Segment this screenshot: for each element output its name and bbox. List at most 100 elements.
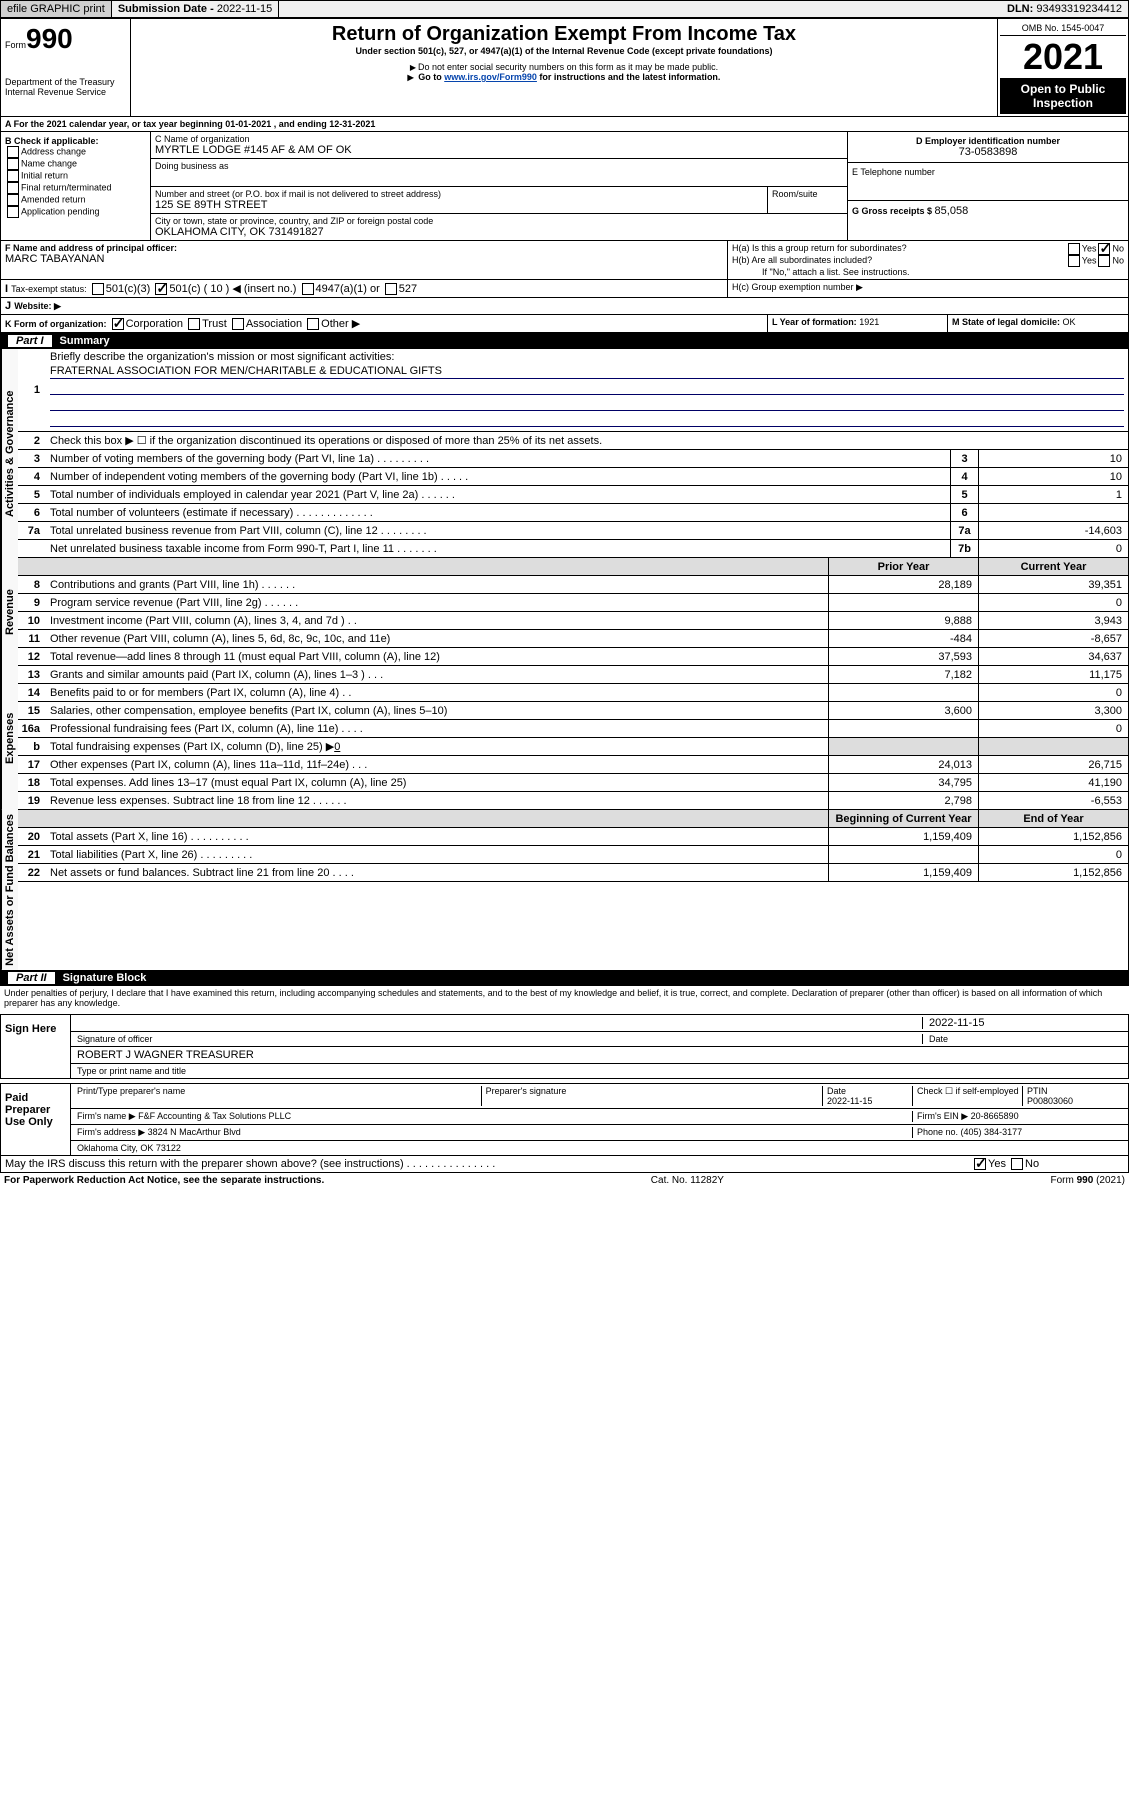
- ha-no[interactable]: No: [1096, 243, 1124, 255]
- l17-prior: 24,013: [828, 756, 978, 773]
- hdr-current-year: Current Year: [978, 558, 1128, 575]
- l12-curr: 34,637: [978, 648, 1128, 665]
- hdr-prior-year: Prior Year: [828, 558, 978, 575]
- check-final-return[interactable]: Final return/terminated: [5, 182, 146, 194]
- hdr-beg-year: Beginning of Current Year: [828, 810, 978, 827]
- line3-desc: Number of voting members of the governin…: [46, 451, 950, 467]
- line6-val: [978, 504, 1128, 521]
- hc-label: H(c) Group exemption number ▶: [728, 280, 1128, 297]
- check-initial-return[interactable]: Initial return: [5, 170, 146, 182]
- check-self-employed[interactable]: Check ☐ if self-employed: [912, 1086, 1022, 1106]
- prep-name-label: Print/Type preparer's name: [77, 1086, 481, 1106]
- instructions-link-line: Go to www.irs.gov/Form990 for instructio…: [135, 72, 993, 82]
- net-assets-section: Net Assets or Fund Balances Beginning of…: [0, 810, 1129, 970]
- l12-prior: 37,593: [828, 648, 978, 665]
- l8-curr: 39,351: [978, 576, 1128, 593]
- line2-desc: Check this box ▶ ☐ if the organization d…: [46, 432, 1128, 449]
- l17-curr: 26,715: [978, 756, 1128, 773]
- dln: DLN: 93493319234412: [1001, 1, 1128, 17]
- line7a-desc: Total unrelated business revenue from Pa…: [46, 523, 950, 539]
- footer-left: For Paperwork Reduction Act Notice, see …: [4, 1175, 324, 1186]
- form-title: Return of Organization Exempt From Incom…: [135, 23, 993, 46]
- form-subtitle: Under section 501(c), 527, or 4947(a)(1)…: [135, 46, 993, 56]
- line7a-val: -14,603: [978, 522, 1128, 539]
- check-address-change[interactable]: Address change: [5, 146, 146, 158]
- line7b-val: 0: [978, 540, 1128, 557]
- efile-print-button[interactable]: efile GRAPHIC print: [1, 1, 112, 17]
- line7b-desc: Net unrelated business taxable income fr…: [46, 541, 950, 557]
- principal-officer: MARC TABAYANAN: [5, 253, 723, 265]
- hb-no[interactable]: No: [1096, 255, 1124, 267]
- formation-row: K Form of organization: Corporation Trus…: [0, 315, 1129, 333]
- mission-text: FRATERNAL ASSOCIATION FOR MEN/CHARITABLE…: [50, 365, 1124, 379]
- check-application-pending[interactable]: Application pending: [5, 206, 146, 218]
- omb-number: OMB No. 1545-0047: [1000, 21, 1126, 36]
- ha-yes[interactable]: Yes: [1066, 243, 1097, 255]
- firm-name: F&F Accounting & Tax Solutions PLLC: [138, 1111, 291, 1121]
- prep-sig-label: Preparer's signature: [481, 1086, 822, 1106]
- form-number: 990: [26, 23, 73, 54]
- officer-name-title: ROBERT J WAGNER TREASURER: [71, 1047, 1128, 1064]
- ein-label: D Employer identification number: [852, 136, 1124, 146]
- irs-form990-link[interactable]: www.irs.gov/Form990: [444, 72, 537, 82]
- l10-curr: 3,943: [978, 612, 1128, 629]
- check-name-change[interactable]: Name change: [5, 158, 146, 170]
- room-suite-label: Room/suite: [767, 187, 847, 213]
- org-other[interactable]: Other ▶: [305, 318, 360, 330]
- mayirs-no[interactable]: No: [1009, 1158, 1039, 1170]
- dba-label: Doing business as: [155, 161, 843, 171]
- org-association[interactable]: Association: [230, 318, 302, 330]
- side-expenses: Expenses: [1, 666, 18, 810]
- footer-form: Form 990 (2021): [1051, 1175, 1125, 1186]
- topbar: efile GRAPHIC print Submission Date - 20…: [0, 0, 1129, 18]
- ha-label: H(a) Is this a group return for subordin…: [732, 243, 1066, 255]
- sig-officer-label: Signature of officer: [77, 1034, 922, 1044]
- ein-value: 73-0583898: [852, 146, 1124, 158]
- open-to-public: Open to Public Inspection: [1000, 78, 1126, 114]
- street-label: Number and street (or P.O. box if mail i…: [155, 189, 763, 199]
- org-trust[interactable]: Trust: [186, 318, 227, 330]
- status-527[interactable]: 527: [383, 283, 417, 295]
- l13-curr: 11,175: [978, 666, 1128, 683]
- l20-beg: 1,159,409: [828, 828, 978, 845]
- paid-preparer-label: Paid Preparer Use Only: [1, 1084, 71, 1155]
- part2-header: Part IISignature Block: [0, 970, 1129, 986]
- l10-prior: 9,888: [828, 612, 978, 629]
- website-row: J Website: ▶: [0, 298, 1129, 315]
- state-domicile: OK: [1063, 317, 1076, 327]
- side-revenue: Revenue: [1, 558, 18, 666]
- l21-end: 0: [978, 846, 1128, 863]
- officer-group-block: F Name and address of principal officer:…: [0, 241, 1129, 280]
- footer-catalog: Cat. No. 11282Y: [651, 1175, 724, 1186]
- l8-prior: 28,189: [828, 576, 978, 593]
- l9-prior: [828, 594, 978, 611]
- status-4947[interactable]: 4947(a)(1) or: [300, 283, 380, 295]
- expenses-section: Expenses 13Grants and similar amounts pa…: [0, 666, 1129, 810]
- submission-date: Submission Date - 2022-11-15: [112, 1, 279, 17]
- check-amended-return[interactable]: Amended return: [5, 194, 146, 206]
- perjury-declaration: Under penalties of perjury, I declare th…: [0, 986, 1129, 1010]
- l19-curr: -6,553: [978, 792, 1128, 809]
- l16b-val: 0: [334, 741, 340, 753]
- firm-phone: (405) 384-3177: [961, 1127, 1023, 1137]
- line4-desc: Number of independent voting members of …: [46, 469, 950, 485]
- org-corporation[interactable]: Corporation: [110, 318, 183, 330]
- sig-date-value: 2022-11-15: [922, 1017, 1122, 1029]
- l20-end: 1,152,856: [978, 828, 1128, 845]
- status-501c3[interactable]: 501(c)(3): [90, 283, 151, 295]
- mayirs-yes[interactable]: Yes: [972, 1158, 1006, 1170]
- line5-desc: Total number of individuals employed in …: [46, 487, 950, 503]
- status-501c[interactable]: 501(c) ( 10 ) ◀ (insert no.): [153, 283, 296, 295]
- hb-yes[interactable]: Yes: [1066, 255, 1097, 267]
- l19-prior: 2,798: [828, 792, 978, 809]
- org-name: MYRTLE LODGE #145 AF & AM OF OK: [155, 144, 843, 156]
- l14-curr: 0: [978, 684, 1128, 701]
- city-label: City or town, state or province, country…: [155, 216, 843, 226]
- l16a-curr: 0: [978, 720, 1128, 737]
- tax-status-block: I Tax-exempt status: 501(c)(3) 501(c) ( …: [0, 280, 1129, 298]
- section-b-checkboxes: B Check if applicable: Address change Na…: [1, 132, 151, 240]
- l22-end: 1,152,856: [978, 864, 1128, 881]
- year-formation: 1921: [859, 317, 879, 327]
- l18-curr: 41,190: [978, 774, 1128, 791]
- l16a-prior: [828, 720, 978, 737]
